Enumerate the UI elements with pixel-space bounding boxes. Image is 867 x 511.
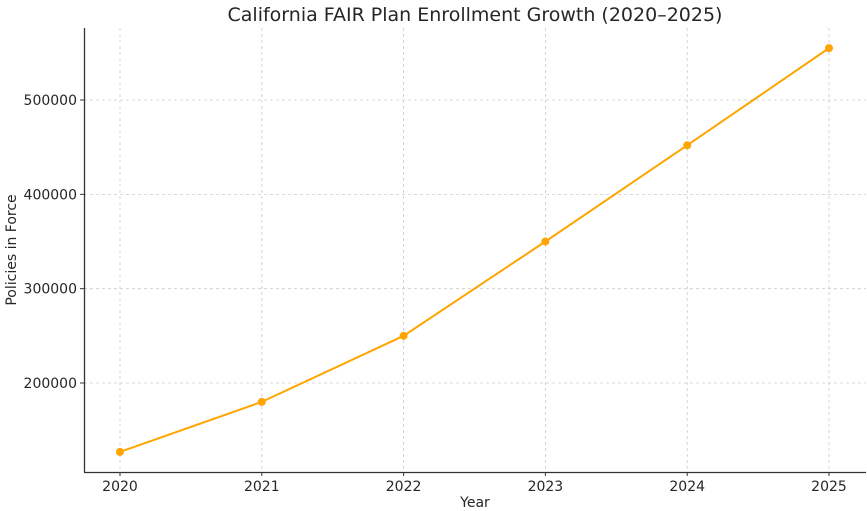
x-tick-label: 2025 [811,479,847,495]
data-point-marker [683,141,692,150]
x-tick-label: 2022 [386,479,422,495]
x-axis-label: Year [459,495,490,511]
data-point-marker [116,447,124,456]
x-tick-label: 2023 [528,479,564,495]
grid-lines [84,28,866,472]
x-tick-label: 2020 [102,479,138,495]
data-series [116,44,833,456]
y-tick-label: 200000 [24,376,77,392]
x-tick-label: 2021 [244,479,280,495]
y-tick-label: 500000 [24,93,77,109]
series-line [119,47,830,453]
data-point-marker [257,397,266,406]
y-tick-label: 300000 [24,282,77,298]
y-axis-label: Policies in Force [4,194,20,305]
data-point-marker [825,44,833,53]
chart-title: California FAIR Plan Enrollment Growth (… [228,4,723,26]
data-point-marker [541,237,550,246]
x-tick-label: 2024 [669,479,705,495]
data-point-marker [399,331,408,340]
y-axis-ticks: 200000 300000 400000 500000 [24,93,84,392]
y-tick-label: 400000 [24,187,77,203]
x-axis-ticks: 2020 2021 2022 2023 2024 2025 [102,472,847,495]
